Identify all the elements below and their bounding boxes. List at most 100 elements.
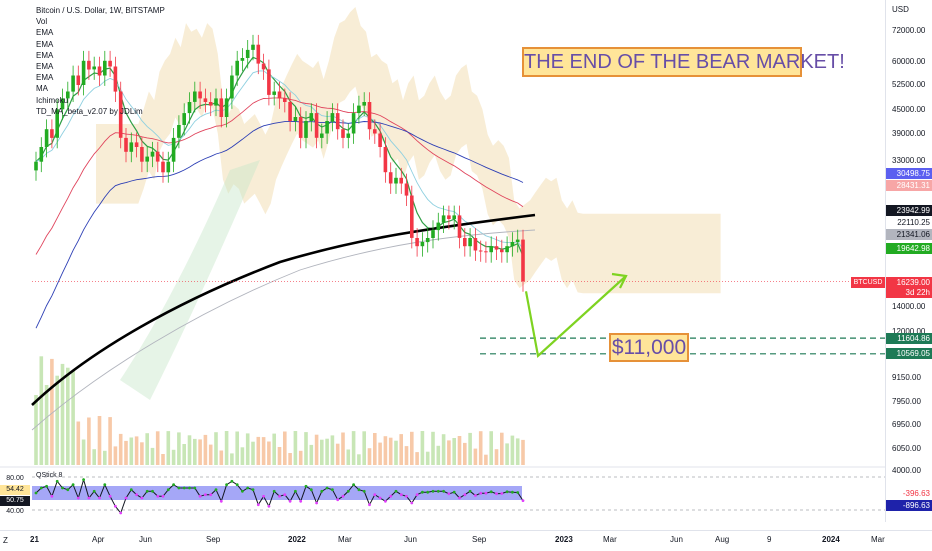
qstick-dot [177,486,181,490]
qstick-dot [346,489,350,493]
qstick-dot [251,488,255,492]
volume-bar [267,441,271,465]
volume-bar [272,433,276,465]
qstick-dot [182,486,186,490]
volume-bar [66,367,70,465]
candle-body [473,238,478,251]
candle-body [171,137,176,162]
qstick-dot [34,491,38,495]
legend-ma[interactable]: MA [36,84,48,94]
qstick-dot [103,483,107,487]
candle-body [113,66,118,92]
volume-bar [150,447,155,465]
qstick-dot [204,493,207,497]
legend-ema-3[interactable]: EMA [36,50,54,60]
candle-body [124,137,128,152]
candle-body [92,66,96,70]
candle-body [441,215,446,223]
legend-vol[interactable]: Vol [36,17,48,27]
qstick-dot [474,494,477,497]
legend-td-ma[interactable]: TD_MA_beta_v2.07 by JDLim [36,106,143,116]
qstick-dot [92,489,96,493]
candle-body [187,102,192,114]
qstick-dot [278,494,281,498]
volume-bar [87,417,91,465]
qstick-dot [108,494,112,498]
price-label: 6950.00 [892,420,921,429]
volume-bar [463,442,467,465]
volume-bar [388,437,393,465]
candle-body [447,215,451,219]
qstick-dot [463,493,467,497]
volume-bar [478,431,483,465]
candlesticks [34,34,525,292]
candle-body [261,63,266,70]
qstick-dot [500,492,504,495]
candle-body [198,91,202,99]
sub-value-tag: 50.75 [0,496,30,506]
candle-body [309,113,314,121]
price-tag: 22110.25 [886,217,932,228]
candle-body [129,142,134,152]
volume-bar [314,434,319,465]
legend-ema-1[interactable]: EMA [36,28,54,38]
volume-bar [55,375,59,465]
candle-body [193,91,197,102]
qstick-dot [320,489,324,493]
qstick-legend[interactable]: QStick 8 [36,472,63,479]
qstick-dot [331,488,334,492]
candle-body [330,113,335,121]
qstick-dot [82,478,85,482]
candle-body [367,102,372,130]
volume-bar [341,432,345,465]
volume-bar [113,446,118,465]
candle-body [224,98,229,117]
qstick-dot [161,494,165,498]
candle-body [208,102,213,106]
volume-bar [494,449,499,465]
candle-body [463,238,467,247]
volume-bar [214,432,218,465]
volume-bar [304,432,308,465]
volume-bar [155,431,160,465]
qstick-dot [166,488,170,492]
price-label: 12000.00 [892,327,926,336]
volume-bar [251,441,255,465]
volume-bar [410,431,414,465]
legend-ema-2[interactable]: EMA [36,39,54,49]
volume-bar [219,450,224,465]
candle-body [161,161,165,173]
qstick-dot [235,483,239,487]
symbol-title[interactable]: Bitcoin / U.S. Dollar, 1W, BITSTAMP [36,6,165,15]
candle-body [87,60,91,70]
volume-bar [452,438,456,465]
qstick-panel [0,466,932,515]
volume-bar [298,450,303,465]
qstick-dot [505,490,509,494]
qstick-dot [426,490,430,494]
time-label: Jun [404,535,417,544]
candle-body [272,91,276,95]
time-label: Aug [715,535,730,544]
price-axis[interactable] [885,0,932,522]
zoom-icon[interactable]: Z [3,536,8,545]
qstick-dot [87,496,91,500]
candle-body [468,238,472,247]
price-tag: 21341.06 [886,229,932,240]
volume-bar [288,453,292,465]
symbol-tag: BTCUSD [851,277,885,288]
legend-ichimoku[interactable]: Ichimoku [36,95,69,105]
time-axis[interactable] [0,530,932,551]
qstick-dot [362,489,366,493]
volume-bar [235,431,239,465]
headline-banner: THE END OF THE BEAR MARKET! [522,47,845,77]
currency-label[interactable]: USD [892,5,909,14]
legend-ema-4[interactable]: EMA [36,62,54,72]
volume-bar [277,447,282,465]
legend-ema-5[interactable]: EMA [36,73,54,83]
time-label: 2022 [288,535,306,544]
candle-body [81,60,86,85]
volume-bar [378,442,382,465]
candle-body [373,129,377,134]
